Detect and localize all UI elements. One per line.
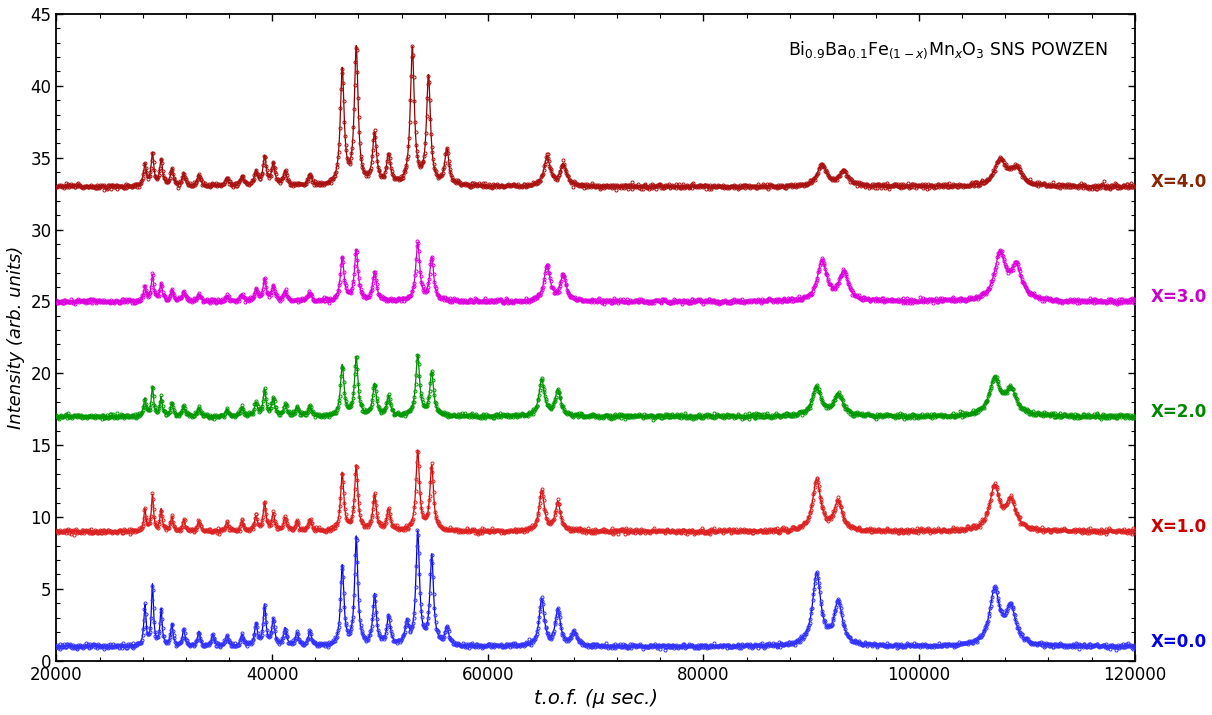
Y-axis label: Intensity (arb. units): Intensity (arb. units) <box>7 246 25 429</box>
Text: X=1.0: X=1.0 <box>1151 518 1207 536</box>
Text: X=0.0: X=0.0 <box>1151 633 1207 651</box>
Text: X=3.0: X=3.0 <box>1151 288 1207 306</box>
X-axis label: t.o.f. (μ sec.): t.o.f. (μ sec.) <box>533 689 658 708</box>
Text: Bi$_{0.9}$Ba$_{0.1}$Fe$_{(1-x)}$Mn$_x$O$_3$ SNS POWZEN: Bi$_{0.9}$Ba$_{0.1}$Fe$_{(1-x)}$Mn$_x$O$… <box>788 40 1108 61</box>
Text: X=4.0: X=4.0 <box>1151 173 1207 191</box>
Text: X=2.0: X=2.0 <box>1151 403 1207 421</box>
